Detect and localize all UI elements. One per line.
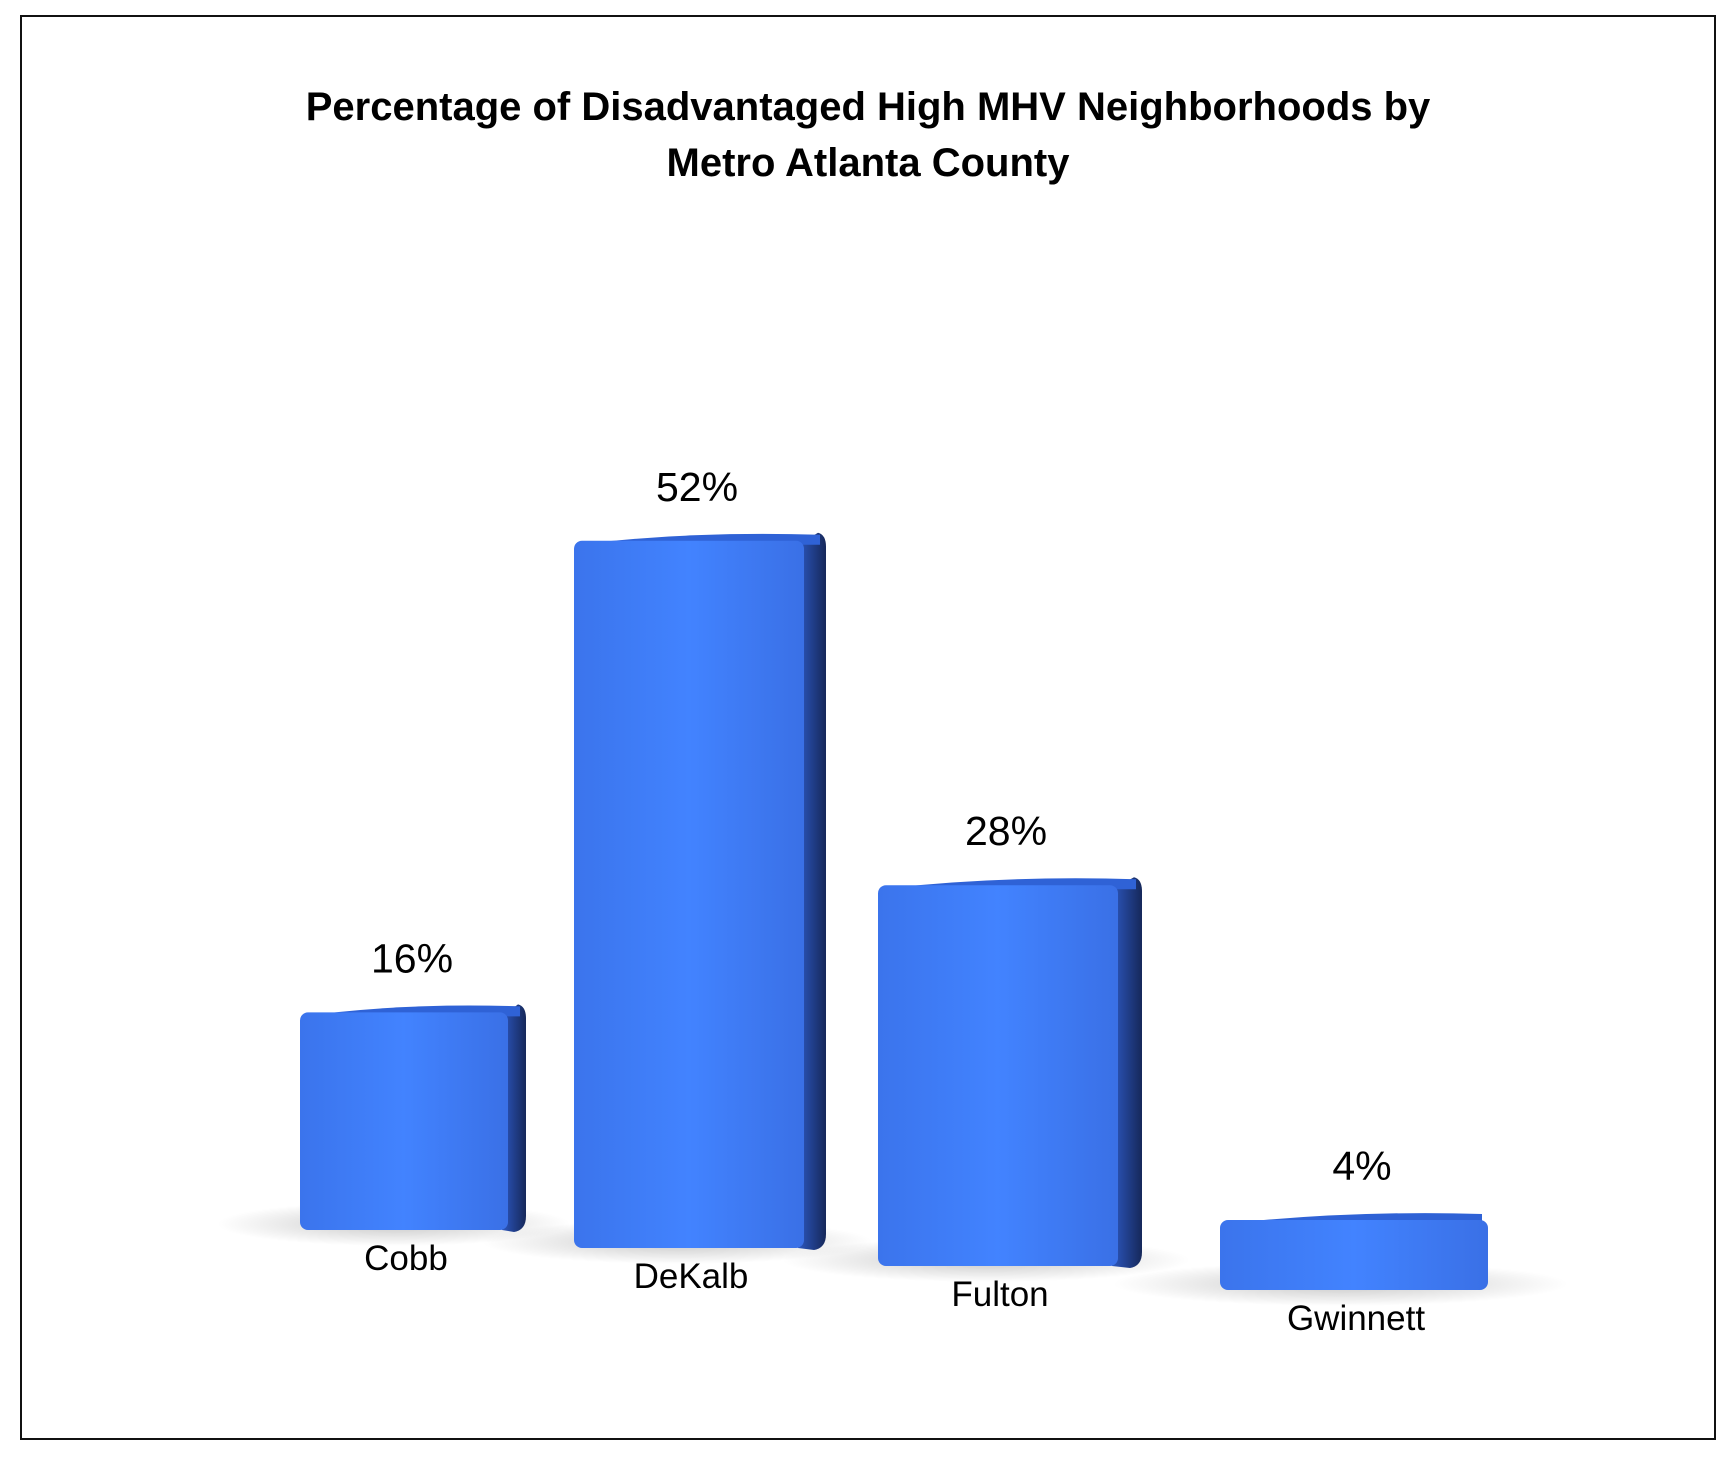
bar-side <box>1112 877 1142 1268</box>
data-label: 16% <box>371 935 453 981</box>
data-label: 52% <box>656 464 738 510</box>
bar <box>300 1012 508 1230</box>
bar-side <box>798 532 826 1250</box>
bar <box>878 885 1118 1266</box>
category-label: Fulton <box>951 1275 1048 1314</box>
category-label: Cobb <box>364 1239 448 1278</box>
bar <box>574 540 804 1248</box>
chart-title: Percentage of Disadvantaged High MHV Nei… <box>305 85 1431 185</box>
category-label: Gwinnett <box>1287 1299 1425 1338</box>
data-label: 28% <box>965 808 1047 854</box>
category-label: DeKalb <box>634 1257 749 1296</box>
data-label: 4% <box>1332 1143 1391 1189</box>
bar <box>1220 1220 1488 1290</box>
